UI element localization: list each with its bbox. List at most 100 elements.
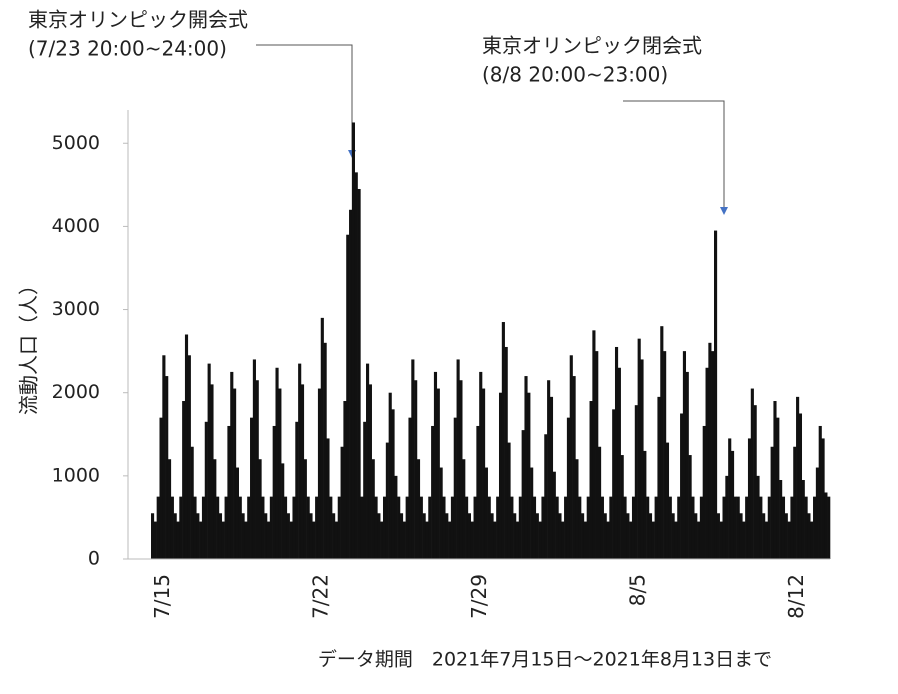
y-tick-label: 2000 [52,381,100,403]
bar [207,363,211,559]
bar [182,401,186,559]
bar [561,521,565,559]
bar [518,496,522,559]
bar [368,384,372,559]
bar [759,496,763,559]
bar [490,513,494,559]
bar [431,425,435,559]
bar [821,438,825,559]
bar [332,513,336,559]
bar [380,521,384,559]
bar [465,496,469,559]
bar [750,388,754,559]
bar [416,459,421,559]
bar [498,392,503,559]
bar [482,388,486,559]
bar [442,496,446,559]
y-tick-label: 5000 [52,132,100,154]
y-tick-label: 1000 [52,464,100,486]
bar [824,492,828,559]
bar [306,496,310,559]
bar [569,355,573,559]
bar [798,413,803,559]
bar [663,351,667,559]
bar [357,188,361,560]
bar [702,425,706,559]
bar [572,376,576,559]
bar [657,396,661,559]
bar [467,513,471,559]
annotation: (7/23 20:00~24:00) [28,37,227,61]
bar [241,513,245,559]
bar [507,442,511,559]
bar [530,467,534,559]
bar [648,513,653,559]
bar [764,521,769,559]
bar [524,376,528,559]
bar [722,496,726,559]
bar [603,513,607,559]
bar [159,417,163,559]
bar [773,401,777,559]
bar [385,442,389,559]
bar [595,351,599,559]
bar [699,496,703,559]
bar [796,396,800,559]
bar [609,496,613,559]
bar [586,496,590,559]
bar [677,496,681,559]
y-tick-label: 4000 [52,215,100,237]
bar [425,521,429,559]
bar [428,496,432,559]
bar [515,521,520,559]
bar [252,359,256,559]
bar [244,521,248,559]
bar [187,355,191,559]
bar [283,496,288,559]
bar [793,446,797,559]
bar [445,513,449,559]
bar [377,513,381,559]
bar [637,338,641,559]
bar [818,425,822,559]
bar [399,513,404,559]
bar [326,438,330,559]
bar [250,417,254,559]
bar [810,521,814,559]
bar [193,496,197,559]
bar [651,521,655,559]
bar [668,496,672,559]
bar [753,405,757,559]
bar [221,521,225,559]
bar [292,496,296,559]
bar [629,521,633,559]
bar [408,417,412,559]
x-tick-label: 7/15 [150,574,174,619]
y-tick-label: 0 [88,548,100,570]
bar [456,359,460,559]
bar [397,496,401,559]
bar [762,513,766,559]
bar [671,513,675,559]
y-axis-label: 流動人口（人） [17,275,41,415]
annotation: 東京オリンピック閉会式 [482,34,702,58]
bar [804,496,808,559]
bar [728,438,732,559]
bar [631,496,636,559]
bar [614,346,619,559]
bar [295,421,299,559]
bar [682,351,687,559]
bar [600,496,604,559]
annotation-leader [256,44,353,150]
bar [453,417,457,559]
bar [340,446,344,559]
bar [436,388,440,559]
x-tick-label: 7/22 [309,574,333,619]
bar [162,355,166,559]
bar [733,496,737,559]
bar [247,496,251,559]
bar [448,521,452,559]
bar [501,322,505,559]
bar [606,521,610,559]
bar [419,496,423,559]
